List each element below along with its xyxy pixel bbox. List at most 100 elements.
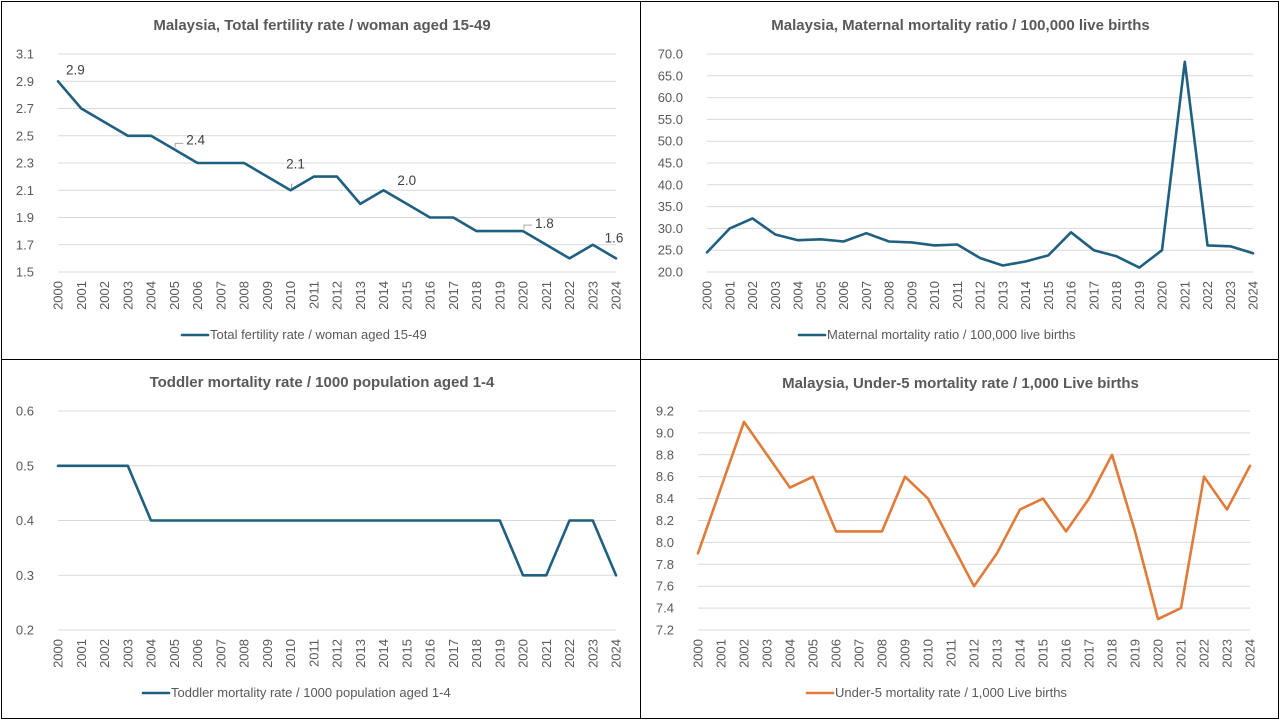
y-tick-label: 40.0 [658,177,683,192]
x-tick-label: 2023 [585,639,600,668]
x-tick-label: 2016 [423,639,438,668]
y-tick-label: 50.0 [658,134,683,149]
x-tick-label: 2004 [791,281,806,310]
chart-panel-fertility: Malaysia, Total fertility rate / woman a… [1,1,641,360]
x-tick-label: 2013 [353,639,368,668]
x-tick-label: 2012 [973,281,988,310]
x-tick-label: 2008 [875,639,890,668]
y-tick-label: 0.5 [16,458,34,473]
data-point [797,239,799,241]
data-point [336,176,338,178]
data-point [812,476,814,478]
x-tick-label: 2019 [1132,281,1147,310]
data-point [383,189,385,191]
x-tick-label: 2015 [1036,639,1051,668]
x-tick-label: 2021 [539,281,554,310]
data-point [766,454,768,456]
y-tick-label: 65.0 [658,68,683,83]
x-tick-label: 2021 [1174,639,1189,668]
x-tick-label: 2007 [852,639,867,668]
data-point [499,230,501,232]
data-point [1019,509,1021,511]
data-point [383,520,385,522]
data-point [1184,61,1186,63]
x-tick-label: 2024 [609,639,624,668]
data-point [290,189,292,191]
data-point [1088,498,1090,500]
data-point [1157,618,1159,620]
y-tick-label: 8.0 [656,535,674,550]
data-point [743,421,745,423]
y-tick-label: 9.0 [656,425,674,440]
series-line [56,464,618,577]
data-point [1180,607,1182,609]
x-tick-label: 2013 [990,639,1005,668]
legend-label: Maternal mortality ratio / 100,000 live … [827,327,1076,342]
data-point [173,148,175,150]
x-tick-label: 2000 [691,639,706,668]
x-tick-label: 2001 [722,281,737,310]
data-point [545,574,547,576]
data-point [888,240,890,242]
x-tick-label: 2015 [1041,281,1056,310]
x-tick-label: 2000 [51,281,66,310]
x-tick-label: 2016 [423,281,438,310]
x-tick-label: 2004 [144,281,159,310]
data-point [774,234,776,236]
data-label: 2.0 [397,173,416,188]
data-point [220,162,222,164]
y-tick-label: 8.6 [656,469,674,484]
x-tick-label: 2008 [237,281,252,310]
data-point [173,520,175,522]
x-tick-label: 2012 [967,639,982,668]
x-tick-label: 2015 [399,281,414,310]
y-tick-label: 1.9 [16,210,34,225]
data-point [243,162,245,164]
data-label-leader [523,224,532,230]
data-point [1229,245,1231,247]
x-tick-label: 2018 [469,281,484,310]
x-tick-label: 2022 [562,639,577,668]
legend-label: Total fertility rate / woman aged 15-49 [210,327,427,342]
data-point [150,520,152,522]
data-point [1226,509,1228,511]
x-tick-label: 2016 [1064,281,1079,310]
y-tick-label: 2.1 [16,183,34,198]
data-point [569,257,571,259]
x-tick-label: 2006 [190,281,205,310]
x-tick-label: 2008 [882,281,897,310]
data-point [1207,244,1209,246]
y-tick-label: 8.8 [656,447,674,462]
x-tick-label: 2018 [1109,281,1124,310]
data-point [220,520,222,522]
data-point [197,162,199,164]
data-point [752,217,754,219]
x-tick-label: 2012 [330,281,345,310]
data-label: 2.1 [286,156,305,171]
chart-maternal: Malaysia, Maternal mortality ratio / 100… [658,17,1261,342]
data-point [476,520,478,522]
data-point [290,520,292,522]
y-tick-label: 0.3 [16,568,34,583]
x-tick-label: 2020 [516,281,531,310]
x-tick-label: 2018 [1105,639,1120,668]
chart-toddler: Toddler mortality rate / 1000 population… [16,374,624,700]
y-tick-label: 8.2 [656,513,674,528]
data-point [1025,261,1027,263]
x-tick-label: 2009 [898,639,913,668]
data-point [80,108,82,110]
y-tick-label: 0.4 [16,513,34,528]
data-point [1252,252,1254,254]
x-tick-label: 2019 [492,639,507,668]
x-tick-label: 2023 [1223,281,1238,310]
x-tick-label: 2011 [306,639,321,667]
x-tick-label: 2008 [237,639,252,668]
data-point [592,520,594,522]
data-point [406,203,408,205]
x-tick-label: 2010 [921,639,936,668]
x-tick-label: 2022 [1200,281,1215,310]
x-tick-label: 2000 [51,639,66,668]
x-tick-label: 2003 [768,281,783,310]
data-point [881,530,883,532]
data-point [615,257,617,259]
